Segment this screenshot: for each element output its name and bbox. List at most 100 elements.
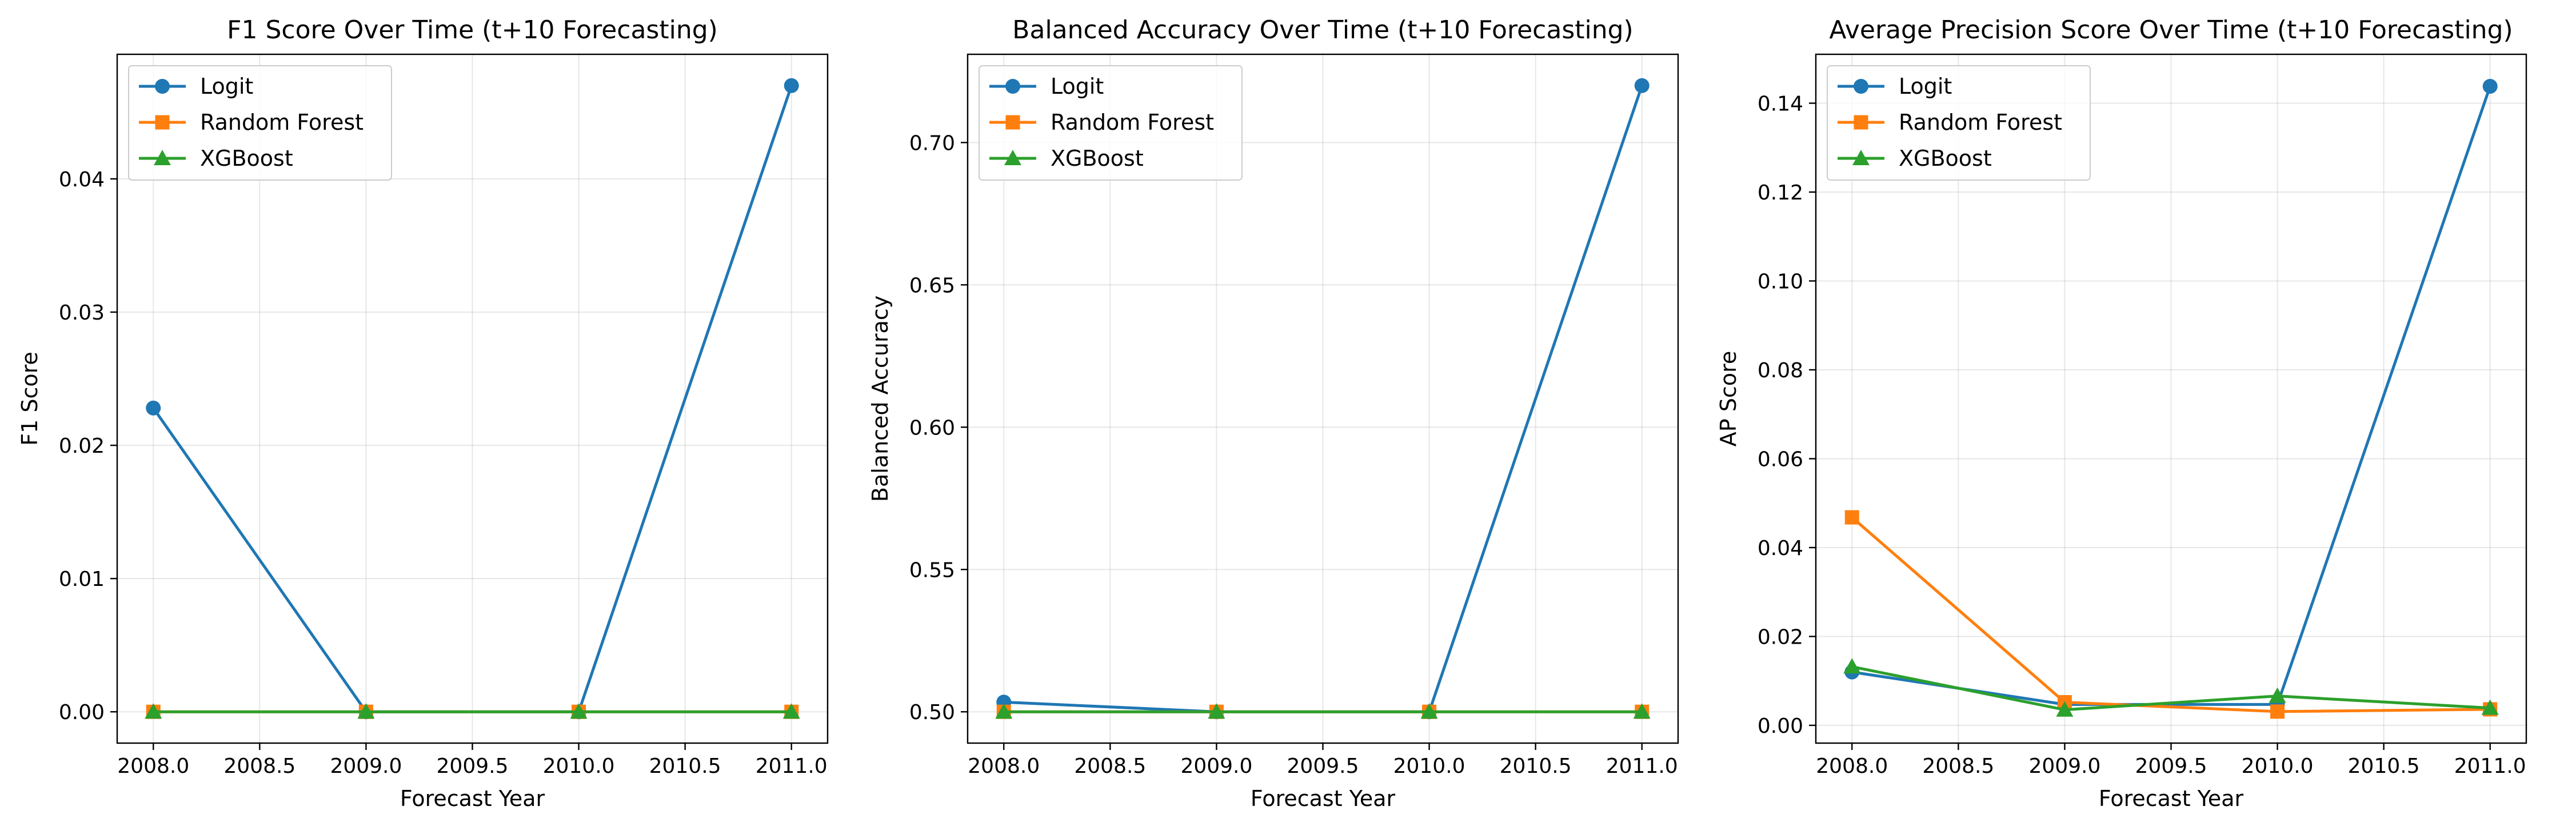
x-tick-label: 2009.5 [2135, 755, 2207, 778]
data-point [2056, 701, 2074, 717]
x-tick-label: 2009.0 [330, 755, 402, 778]
legend-label: Logit [1899, 74, 1952, 99]
y-tick-label: 0.55 [909, 558, 955, 582]
x-tick-label: 2008.0 [1816, 755, 1888, 778]
plot-area-frame [967, 53, 1679, 744]
legend-marker [154, 150, 171, 165]
data-point [146, 400, 161, 416]
data-point [145, 703, 162, 719]
x-axis-label: Forecast Year [1251, 786, 1396, 811]
y-tick-label: 0.00 [59, 701, 105, 724]
legend-label: Logit [200, 74, 253, 99]
legend-box [128, 65, 392, 181]
legend-marker [155, 79, 170, 94]
y-tick-label: 0.70 [909, 131, 955, 155]
legend-marker [155, 115, 170, 130]
y-tick-label: 0.60 [909, 416, 955, 440]
x-tick-label: 2011.0 [1606, 755, 1678, 778]
plot-area-frame [1815, 53, 2527, 744]
chart-panel-1: 2008.0 2008.5 2009.0 2009.5 2010.0 2010.5 2011… [17, 15, 829, 811]
legend-marker [1854, 79, 1868, 94]
legend: Logit Random Forest XGBoost [979, 65, 1243, 181]
x-tick-label: 2010.0 [1393, 755, 1465, 778]
x-tick-label: 2009.5 [437, 755, 509, 778]
legend-box [1827, 65, 2091, 181]
x-tick-label: 2011.0 [756, 755, 828, 778]
data-point [995, 703, 1013, 719]
x-axis-label: Forecast Year [400, 786, 545, 811]
data-point [1420, 703, 1438, 719]
data-point [1634, 78, 1650, 93]
chart-panel-2: 2008.0 2008.5 2009.0 2009.5 2010.0 2010.5 2011… [868, 15, 1679, 811]
data-point [782, 703, 800, 719]
x-tick-label: 2011.0 [2454, 755, 2526, 778]
x-tick-label: 2010.5 [649, 755, 721, 778]
legend-label: XGBoost [200, 146, 293, 171]
x-tick-label: 2008.0 [968, 755, 1040, 778]
legend-marker [1005, 115, 1020, 130]
data-point [357, 703, 375, 719]
legend-label: Random Forest [200, 110, 364, 135]
chart-panel-3: 2008.0 2008.5 2009.0 2009.5 2010.0 2010.5 2011… [1716, 15, 2527, 811]
y-axis-label: AP Score [1716, 351, 1741, 446]
series-xgboost [995, 703, 1651, 719]
y-tick-label: 0.50 [909, 701, 955, 724]
data-point [570, 703, 588, 719]
data-point [2481, 699, 2499, 715]
legend-marker [1852, 150, 1870, 165]
series-line [1851, 516, 2490, 713]
legend: Logit Random Forest XGBoost [128, 65, 392, 181]
x-tick-label: 2009.0 [1180, 755, 1252, 778]
y-tick-label: 0.10 [1758, 270, 1803, 293]
y-tick-label: 0.00 [1758, 715, 1803, 738]
legend-label: Logit [1051, 74, 1104, 99]
chart-title: F1 Score Over Time (t+10 Forecasting) [227, 15, 718, 45]
y-axis-label: F1 Score [17, 352, 42, 446]
data-point [1208, 703, 1225, 719]
legend: Logit Random Forest XGBoost [1827, 65, 2091, 181]
legend-label: Random Forest [1051, 110, 1214, 135]
legend-label: XGBoost [1051, 146, 1144, 171]
data-point [2269, 687, 2286, 703]
y-tick-label: 0.08 [1758, 359, 1803, 382]
legend-marker [1854, 115, 1868, 130]
plot-area-frame [116, 53, 829, 744]
data-point [1843, 658, 1861, 674]
y-tick-label: 0.12 [1758, 181, 1803, 205]
y-tick-label: 0.65 [909, 274, 955, 297]
x-tick-label: 2008.0 [117, 755, 189, 778]
y-axis-label: Balanced Accuracy [868, 296, 893, 502]
x-tick-label: 2010.5 [1500, 755, 1572, 778]
y-tick-label: 0.04 [1758, 537, 1803, 560]
data-point [1633, 703, 1651, 719]
x-tick-label: 2008.5 [1074, 755, 1146, 778]
y-tick-label: 0.02 [1758, 625, 1803, 649]
y-tick-label: 0.01 [59, 568, 105, 591]
series-xgboost [145, 703, 800, 719]
y-tick-label: 0.04 [59, 168, 105, 191]
x-tick-label: 2010.0 [543, 755, 615, 778]
data-point [784, 78, 799, 93]
y-tick-label: 0.03 [59, 301, 105, 325]
series-line [1851, 665, 2490, 712]
legend-label: XGBoost [1899, 146, 1992, 171]
chart-title: Average Precision Score Over Time (t+10 … [1829, 15, 2513, 45]
x-axis-label: Forecast Year [2099, 786, 2244, 811]
x-tick-label: 2008.5 [223, 755, 295, 778]
x-tick-label: 2010.5 [2348, 755, 2420, 778]
legend-marker [1005, 79, 1020, 94]
x-tick-label: 2008.5 [1922, 755, 1994, 778]
legend-label: Random Forest [1899, 110, 2062, 135]
series-xgboost [1843, 658, 2499, 717]
x-tick-label: 2009.0 [2028, 755, 2100, 778]
data-point [2482, 78, 2498, 94]
legend-marker [1004, 150, 1021, 165]
x-tick-label: 2010.0 [2242, 755, 2314, 778]
y-tick-label: 0.14 [1758, 93, 1803, 116]
data-point [2270, 704, 2285, 719]
y-tick-label: 0.06 [1758, 448, 1803, 471]
legend-box [979, 65, 1243, 181]
chart-title: Balanced Accuracy Over Time (t+10 Foreca… [1012, 15, 1633, 45]
data-point [1844, 510, 1859, 525]
